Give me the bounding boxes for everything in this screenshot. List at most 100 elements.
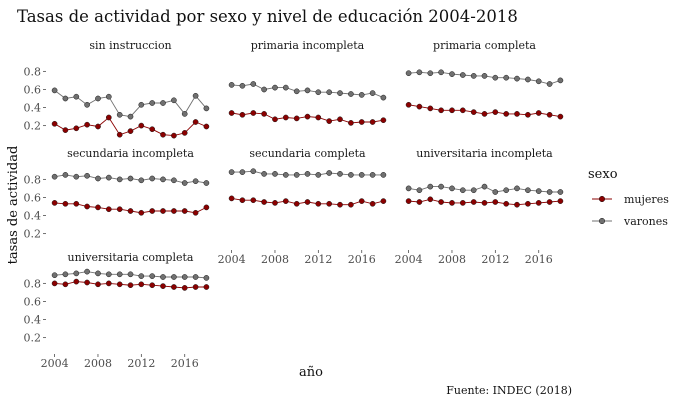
point-varones (427, 183, 434, 190)
point-varones (250, 81, 257, 87)
point-varones (380, 94, 387, 101)
y-axis-title: tasas de actividad (6, 146, 21, 265)
point-varones (105, 174, 112, 181)
point-mujeres (459, 200, 466, 206)
point-mujeres (160, 283, 166, 289)
point-mujeres (358, 119, 365, 125)
point-mujeres (127, 128, 134, 134)
legend: sexo mujeres varones (588, 167, 669, 228)
legend-label-varones: varones (623, 215, 668, 228)
point-mujeres (546, 199, 553, 205)
point-varones (459, 187, 466, 194)
point-mujeres (171, 132, 177, 139)
point-varones (105, 93, 112, 100)
point-varones (492, 189, 499, 195)
point-mujeres (127, 282, 134, 289)
point-mujeres (481, 200, 488, 206)
panels: sin instruccion 0.2 0.4 0.6 0.8 primaria inco… (24, 39, 564, 370)
point-varones (171, 274, 177, 280)
point-varones (95, 175, 101, 182)
point-mujeres (348, 120, 354, 126)
point-mujeres (282, 114, 289, 121)
panel-strip-label: universitaria completa (68, 251, 194, 264)
point-mujeres (261, 199, 267, 205)
point-mujeres (405, 101, 412, 108)
point-varones (160, 274, 166, 280)
panel-strip-label: secundaria completa (249, 147, 366, 160)
point-varones (73, 270, 80, 277)
point-mujeres (546, 111, 553, 118)
point-mujeres (416, 103, 423, 110)
x-tick-label: 2004 (41, 357, 69, 370)
point-mujeres (138, 209, 145, 216)
point-mujeres (358, 198, 365, 204)
point-mujeres (427, 196, 434, 203)
point-mujeres (239, 111, 246, 118)
point-mujeres (326, 200, 333, 207)
point-varones (203, 180, 210, 186)
point-mujeres (282, 198, 289, 204)
point-varones (171, 97, 177, 104)
x-tick-label: 2012 (127, 357, 155, 370)
point-varones (481, 73, 488, 79)
point-varones (326, 170, 333, 176)
point-varones (358, 172, 365, 178)
point-varones (127, 175, 134, 182)
point-varones (503, 187, 510, 194)
point-varones (535, 188, 542, 194)
panel: secundaria completa 2004 2008 2012 2016 (218, 147, 387, 266)
y-tick-label: 0.8 (24, 65, 42, 78)
point-mujeres (525, 111, 531, 118)
point-varones (160, 176, 166, 183)
point-mujeres (369, 119, 376, 125)
point-varones (348, 91, 354, 97)
point-varones (127, 271, 134, 278)
x-tick-label: 2008 (84, 357, 112, 370)
y-tick-label: 0.2 (24, 228, 42, 241)
point-varones (557, 189, 564, 195)
point-varones (116, 111, 123, 118)
point-mujeres (525, 200, 531, 207)
point-mujeres (557, 198, 564, 204)
point-mujeres (380, 117, 387, 124)
x-tick-label: 2008 (438, 253, 466, 266)
point-mujeres (514, 111, 520, 117)
point-mujeres (95, 123, 101, 130)
panel-strip-label: sin instruccion (89, 39, 171, 52)
panel: universitaria incompleta 2004 2008 2012 2016 (395, 147, 564, 266)
legend-label-mujeres: mujeres (624, 193, 669, 206)
point-mujeres (192, 209, 199, 216)
point-varones (272, 171, 278, 177)
y-tick-label: 0.4 (24, 102, 42, 115)
point-varones (514, 185, 520, 192)
point-varones (337, 90, 343, 96)
point-mujeres (293, 200, 300, 207)
point-varones (326, 89, 333, 96)
point-varones (239, 169, 246, 175)
point-varones (160, 100, 166, 106)
point-varones (203, 105, 210, 112)
point-mujeres (181, 130, 188, 136)
point-mujeres (228, 110, 235, 116)
point-mujeres (304, 199, 311, 205)
point-mujeres (105, 280, 112, 287)
y-tick-label: 0.4 (24, 210, 42, 223)
point-varones (62, 172, 69, 178)
point-varones (282, 84, 289, 91)
y-tick-label: 0.2 (24, 120, 42, 133)
point-mujeres (492, 199, 499, 205)
point-mujeres (535, 200, 542, 206)
point-varones (293, 172, 300, 178)
point-mujeres (62, 200, 69, 207)
point-varones (369, 90, 376, 96)
point-varones (438, 69, 444, 76)
point-varones (293, 88, 300, 95)
point-mujeres (95, 204, 101, 211)
point-varones (358, 92, 365, 98)
point-mujeres (315, 114, 322, 121)
legend-key-point-varones (598, 217, 606, 225)
point-varones (116, 271, 123, 278)
point-mujeres (84, 203, 90, 210)
point-varones (348, 172, 354, 178)
